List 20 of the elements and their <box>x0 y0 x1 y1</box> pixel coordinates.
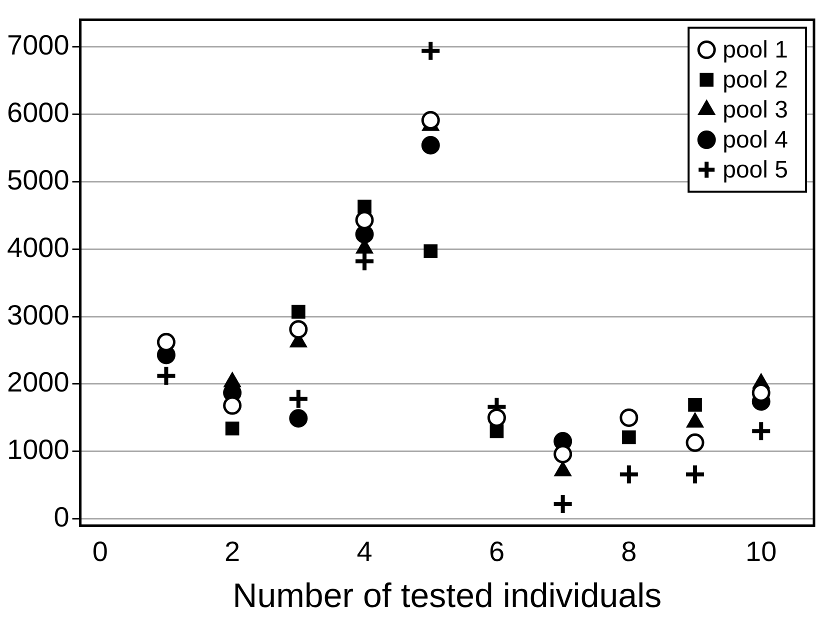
x-tick-label: 10 <box>746 536 777 568</box>
x-tick-label: 4 <box>356 536 372 568</box>
y-tick-label: 5000 <box>6 164 70 196</box>
x-tick-label: 2 <box>224 536 240 568</box>
x-tick-label: 0 <box>92 536 108 568</box>
y-tick-label: 3000 <box>6 299 70 330</box>
y-tick-label: 6000 <box>6 96 70 128</box>
legend-label: pool 1 <box>722 36 788 64</box>
x-tick-label: 6 <box>488 536 505 568</box>
legend-label: pool 3 <box>722 96 788 124</box>
legend-label: pool 2 <box>722 66 788 94</box>
y-tick-label: 1000 <box>6 434 70 466</box>
legend-label: pool 4 <box>722 126 788 154</box>
y-tick-label: 0 <box>54 502 70 533</box>
y-tick-label: 4000 <box>6 232 70 263</box>
x-tick-label: 8 <box>621 536 637 568</box>
legend-label: pool 5 <box>722 156 788 184</box>
y-tick-label: 7000 <box>6 29 70 60</box>
x-axis-title: Number of tested individuals <box>232 576 662 615</box>
y-tick-label: 2000 <box>6 366 70 398</box>
